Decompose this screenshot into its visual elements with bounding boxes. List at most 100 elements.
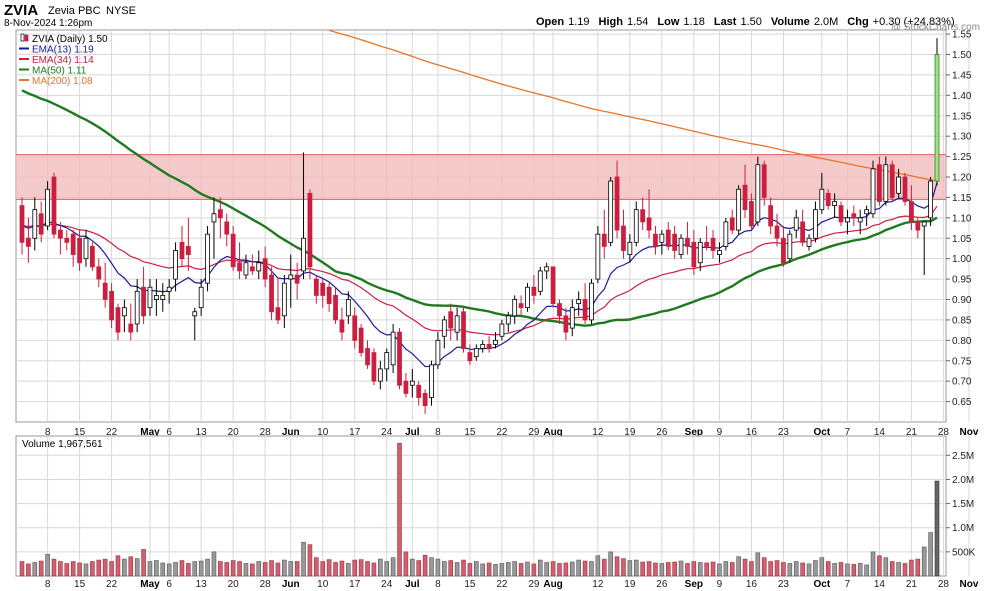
candle-body [569, 307, 575, 329]
candle-body [307, 192, 313, 268]
volume-bar [742, 558, 748, 577]
volume-bar [166, 563, 172, 577]
candle-body [249, 266, 255, 272]
candle-body [333, 295, 338, 321]
volume-bar [915, 558, 921, 577]
candle-body [902, 176, 908, 202]
volume-bar [160, 562, 166, 577]
candle-body [646, 217, 652, 231]
date-tick-label: 6 [166, 427, 172, 438]
watermark: @ StockCharts.com [891, 22, 980, 33]
volume-bar [755, 552, 761, 577]
candle-body [121, 307, 127, 317]
legend-entry: EMA(34) 1.14 [32, 55, 94, 66]
candle-body [320, 282, 326, 296]
volume-bar [442, 561, 447, 577]
volume-bar [435, 558, 441, 577]
date-tick-label: 15 [74, 427, 86, 438]
date-tick-label: Jul [405, 427, 420, 438]
candle-body [870, 168, 876, 215]
volume-bar [640, 561, 645, 577]
candle-body [563, 315, 569, 333]
candle-body [608, 180, 614, 243]
volume-bar [736, 556, 741, 577]
volume-bar [83, 563, 89, 577]
date-tick-label: Aug [543, 427, 562, 438]
legend-entry: MA(200) 1.08 [32, 76, 93, 87]
candle-body [793, 217, 799, 231]
candle-body [352, 315, 358, 341]
candle-body [768, 205, 774, 227]
quote-value: 1.54 [627, 16, 648, 28]
volume-bar [704, 562, 709, 577]
volume-bar [230, 560, 236, 577]
volume-bar [749, 561, 754, 577]
volume-bar [288, 561, 294, 577]
volume-bar [410, 558, 415, 577]
price-tick-label: 1.10 [952, 213, 972, 224]
volume-bar [761, 557, 767, 577]
volume-bar [269, 560, 274, 577]
volume-bar [697, 562, 703, 577]
date-tick-label: 22 [106, 579, 118, 590]
legend-entry: EMA(13) 1.19 [32, 45, 94, 56]
volume-bar [90, 561, 95, 577]
volume-bar [211, 551, 217, 577]
volume-bar [518, 563, 524, 577]
candle-body [685, 237, 690, 247]
date-tick-label: 20 [228, 427, 240, 438]
date-tick-label: 28 [260, 427, 272, 438]
volume-bar [544, 562, 549, 577]
ema13-line [21, 182, 938, 368]
date-tick-label: Jun [282, 579, 300, 590]
date-tick-label: 8 [45, 579, 51, 590]
candle-body [640, 209, 646, 223]
date-tick-label: May [140, 579, 160, 590]
price-tick-label: 1.20 [952, 173, 972, 184]
candle-body [499, 323, 505, 337]
volume-bar [838, 562, 844, 577]
candle-body [787, 233, 793, 260]
date-tick-label: 9 [717, 579, 723, 590]
volume-bar [819, 557, 825, 577]
volume-bar [691, 561, 697, 577]
volume-bar [621, 558, 626, 577]
candle-body [665, 229, 671, 247]
volume-bar [339, 560, 345, 577]
volume-bar [627, 560, 633, 577]
volume-bar [429, 557, 434, 577]
candle-body [921, 221, 927, 227]
candle-body [102, 282, 108, 300]
volume-bar [378, 558, 383, 577]
volume-bar [448, 560, 453, 577]
volume-bar [461, 559, 466, 577]
volume-bar [928, 532, 933, 577]
date-tick-label: 10 [317, 427, 329, 438]
candle-body [633, 209, 639, 243]
volume-bar [422, 554, 428, 577]
volume-bar [525, 561, 530, 577]
candle-body [813, 209, 818, 239]
candle-body [435, 339, 441, 366]
volume-bar [224, 562, 230, 577]
legend-swatch [20, 33, 25, 42]
volume-bar [710, 561, 716, 577]
volume-bar [416, 560, 421, 577]
candle-body [550, 266, 556, 304]
chart-datetime: 8-Nov-2024 1:26pm [4, 18, 92, 29]
candle-body [659, 233, 665, 243]
candle-body [857, 217, 863, 223]
candle-body [173, 250, 178, 280]
volume-tick-label: 2.5M [952, 451, 974, 462]
volume-bar [198, 560, 204, 577]
candle-body [288, 274, 294, 280]
candle-body [211, 213, 217, 223]
candle-body [480, 344, 486, 349]
volume-bar [851, 564, 857, 577]
volume-bar [301, 541, 306, 577]
candle-body [454, 315, 460, 333]
date-tick-label: 13 [196, 579, 208, 590]
volume-bar [262, 562, 268, 577]
date-tick-label: 9 [717, 427, 723, 438]
candle-body [832, 201, 838, 206]
